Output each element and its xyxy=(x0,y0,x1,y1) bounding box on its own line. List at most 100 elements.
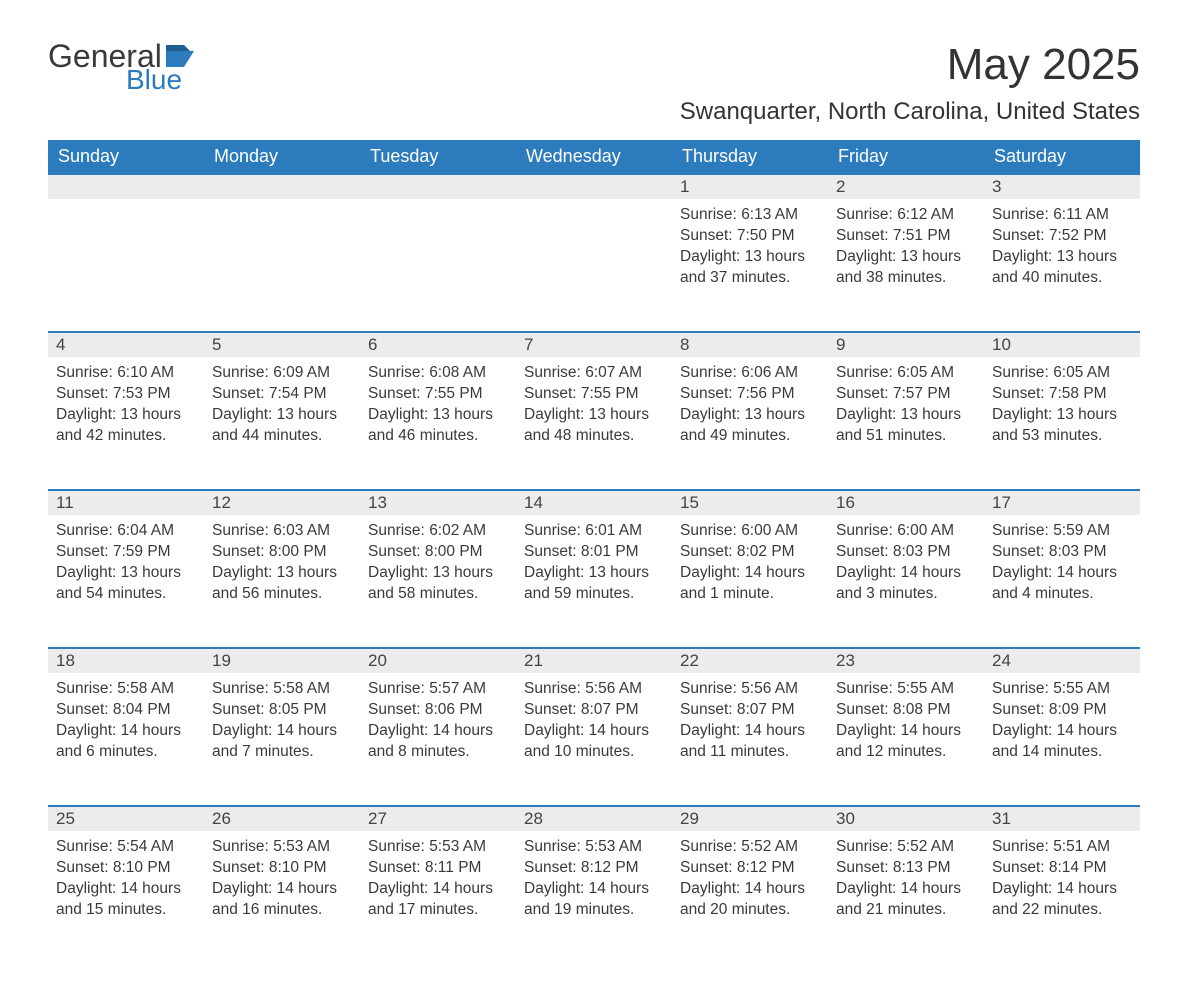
day-cell: Sunrise: 6:01 AMSunset: 8:01 PMDaylight:… xyxy=(516,515,672,619)
daylight-line: Daylight: 13 hours and 51 minutes. xyxy=(836,405,976,447)
sunrise-line: Sunrise: 5:54 AM xyxy=(56,837,196,858)
day-cell: Sunrise: 6:00 AMSunset: 8:03 PMDaylight:… xyxy=(828,515,984,619)
sunset-line: Sunset: 7:51 PM xyxy=(836,226,976,247)
daylight-line: Daylight: 13 hours and 48 minutes. xyxy=(524,405,664,447)
day-number: 6 xyxy=(360,331,516,357)
week-daynum-row: 123 xyxy=(48,173,1140,199)
day-number: 16 xyxy=(828,489,984,515)
sunset-line: Sunset: 8:02 PM xyxy=(680,542,820,563)
day-number: 28 xyxy=(516,805,672,831)
sunset-line: Sunset: 7:50 PM xyxy=(680,226,820,247)
day-cell xyxy=(204,199,360,219)
day-cell: Sunrise: 6:10 AMSunset: 7:53 PMDaylight:… xyxy=(48,357,204,461)
week-body-row: Sunrise: 6:04 AMSunset: 7:59 PM Daylight:… xyxy=(48,515,1140,647)
sunset-line: Sunset: 8:14 PM xyxy=(992,858,1132,879)
week-daynum-row: 25262728293031 xyxy=(48,805,1140,831)
sunrise-line: Sunrise: 6:04 AM xyxy=(56,521,196,542)
day-cell: Sunrise: 5:53 AMSunset: 8:10 PMDaylight:… xyxy=(204,831,360,935)
day-number: 26 xyxy=(204,805,360,831)
week-daynum-row: 11121314151617 xyxy=(48,489,1140,515)
day-cell: Sunrise: 6:13 AMSunset: 7:50 PMDaylight:… xyxy=(672,199,828,303)
day-cell: Sunrise: 6:07 AMSunset: 7:55 PMDaylight:… xyxy=(516,357,672,461)
daylight-line: Daylight: 14 hours and 15 minutes. xyxy=(56,879,196,921)
sunrise-line: Sunrise: 6:13 AM xyxy=(680,205,820,226)
day-number xyxy=(360,173,516,199)
sunset-line: Sunset: 8:07 PM xyxy=(680,700,820,721)
sunrise-line: Sunrise: 6:03 AM xyxy=(212,521,352,542)
sunset-line: Sunset: 8:07 PM xyxy=(524,700,664,721)
sunrise-line: Sunrise: 6:10 AM xyxy=(56,363,196,384)
daylight-line: Daylight: 14 hours and 20 minutes. xyxy=(680,879,820,921)
day-cell: Sunrise: 6:06 AMSunset: 7:56 PMDaylight:… xyxy=(672,357,828,461)
daylight-line: Daylight: 14 hours and 7 minutes. xyxy=(212,721,352,763)
day-number: 11 xyxy=(48,489,204,515)
day-cell: Sunrise: 5:56 AMSunset: 8:07 PMDaylight:… xyxy=(672,673,828,777)
daylight-line: Daylight: 14 hours and 10 minutes. xyxy=(524,721,664,763)
day-number: 18 xyxy=(48,647,204,673)
day-cell xyxy=(48,199,204,219)
day-cell: Sunrise: 5:55 AMSunset: 8:08 PMDaylight:… xyxy=(828,673,984,777)
daylight-line: Daylight: 13 hours and 46 minutes. xyxy=(368,405,508,447)
day-cell xyxy=(360,199,516,219)
day-cell: Sunrise: 5:51 AMSunset: 8:14 PMDaylight:… xyxy=(984,831,1140,935)
day-number: 12 xyxy=(204,489,360,515)
day-header: Thursday xyxy=(672,140,828,173)
day-cell: Sunrise: 5:53 AMSunset: 8:11 PMDaylight:… xyxy=(360,831,516,935)
sunset-line: Sunset: 8:13 PM xyxy=(836,858,976,879)
daylight-line: Daylight: 13 hours and 40 minutes. xyxy=(992,247,1132,289)
week-daynum-row: 45678910 xyxy=(48,331,1140,357)
day-cell: Sunrise: 6:03 AMSunset: 8:00 PMDaylight:… xyxy=(204,515,360,619)
sunset-line: Sunset: 7:56 PM xyxy=(680,384,820,405)
sunrise-line: Sunrise: 5:53 AM xyxy=(368,837,508,858)
sunrise-line: Sunrise: 5:56 AM xyxy=(680,679,820,700)
day-number: 2 xyxy=(828,173,984,199)
day-number: 10 xyxy=(984,331,1140,357)
sunrise-line: Sunrise: 6:09 AM xyxy=(212,363,352,384)
sunset-line: Sunset: 8:09 PM xyxy=(992,700,1132,721)
day-number: 3 xyxy=(984,173,1140,199)
sunrise-line: Sunrise: 5:51 AM xyxy=(992,837,1132,858)
day-cell: Sunrise: 5:58 AMSunset: 8:04 PMDaylight:… xyxy=(48,673,204,777)
sunset-line: Sunset: 8:03 PM xyxy=(836,542,976,563)
day-cell: Sunrise: 5:56 AMSunset: 8:07 PMDaylight:… xyxy=(516,673,672,777)
day-number: 24 xyxy=(984,647,1140,673)
sunset-line: Sunset: 7:57 PM xyxy=(836,384,976,405)
sunrise-line: Sunrise: 6:06 AM xyxy=(680,363,820,384)
sunset-line: Sunset: 8:06 PM xyxy=(368,700,508,721)
header-row: General Blue May 2025 xyxy=(48,40,1140,94)
daylight-line: Daylight: 14 hours and 1 minute. xyxy=(680,563,820,605)
daylight-line: Daylight: 13 hours and 56 minutes. xyxy=(212,563,352,605)
day-cell: Sunrise: 5:58 AMSunset: 8:05 PMDaylight:… xyxy=(204,673,360,777)
day-number: 9 xyxy=(828,331,984,357)
day-number: 22 xyxy=(672,647,828,673)
sunrise-line: Sunrise: 5:53 AM xyxy=(212,837,352,858)
day-number xyxy=(48,173,204,199)
week-body-row: Sunrise: 5:54 AMSunset: 8:10 PMDaylight:… xyxy=(48,831,1140,963)
sunset-line: Sunset: 8:01 PM xyxy=(524,542,664,563)
daylight-line: Daylight: 13 hours and 58 minutes. xyxy=(368,563,508,605)
sunrise-line: Sunrise: 5:55 AM xyxy=(836,679,976,700)
daylight-line: Daylight: 14 hours and 14 minutes. xyxy=(992,721,1132,763)
sunset-line: Sunset: 7:59 PM xyxy=(56,542,196,563)
sunset-line: Sunset: 7:52 PM xyxy=(992,226,1132,247)
daylight-line: Daylight: 13 hours and 37 minutes. xyxy=(680,247,820,289)
day-cell: Sunrise: 5:53 AMSunset: 8:12 PMDaylight:… xyxy=(516,831,672,935)
day-header: Monday xyxy=(204,140,360,173)
day-cell: Sunrise: 5:55 AMSunset: 8:09 PMDaylight:… xyxy=(984,673,1140,777)
sunset-line: Sunset: 8:12 PM xyxy=(524,858,664,879)
sunrise-line: Sunrise: 6:12 AM xyxy=(836,205,976,226)
sunrise-line: Sunrise: 5:56 AM xyxy=(524,679,664,700)
week-body-row: Sunrise: 5:58 AMSunset: 8:04 PMDaylight:… xyxy=(48,673,1140,805)
day-number: 15 xyxy=(672,489,828,515)
sunrise-line: Sunrise: 5:57 AM xyxy=(368,679,508,700)
sunset-line: Sunset: 8:05 PM xyxy=(212,700,352,721)
day-header: Tuesday xyxy=(360,140,516,173)
daylight-line: Daylight: 14 hours and 21 minutes. xyxy=(836,879,976,921)
day-cell: Sunrise: 5:52 AMSunset: 8:12 PMDaylight:… xyxy=(672,831,828,935)
day-cell: Sunrise: 6:12 AMSunset: 7:51 PMDaylight:… xyxy=(828,199,984,303)
day-cell: Sunrise: 6:08 AMSunset: 7:55 PMDaylight:… xyxy=(360,357,516,461)
sunset-line: Sunset: 8:10 PM xyxy=(56,858,196,879)
daylight-line: Daylight: 14 hours and 6 minutes. xyxy=(56,721,196,763)
daylight-line: Daylight: 13 hours and 49 minutes. xyxy=(680,405,820,447)
sunset-line: Sunset: 8:04 PM xyxy=(56,700,196,721)
